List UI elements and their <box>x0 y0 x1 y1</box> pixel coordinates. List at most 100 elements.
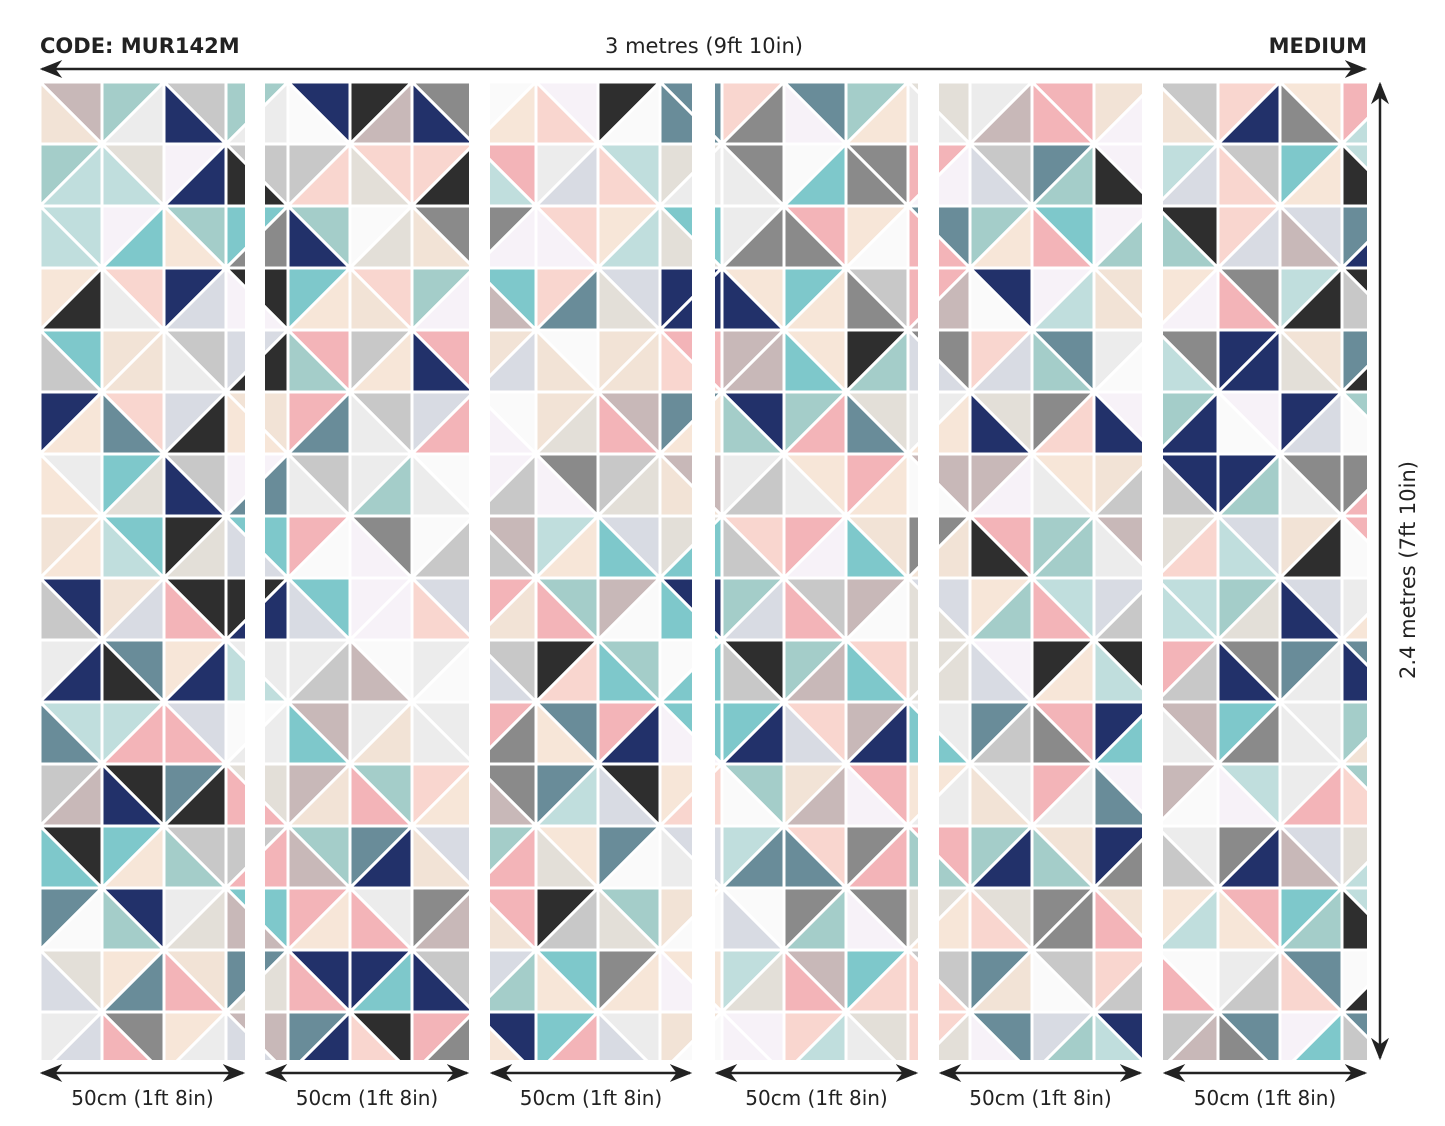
tile-triangle <box>1338 612 1367 642</box>
panel-width-label: 50cm (1ft 8in) <box>519 1086 663 1110</box>
tile-triangle <box>906 514 918 582</box>
tile-triangle <box>1092 1008 1142 1060</box>
wallpaper-panel-6 <box>1163 82 1367 1060</box>
tile-triangle <box>906 450 918 518</box>
tile-triangle <box>224 760 245 828</box>
tile-triangle <box>904 317 918 332</box>
tile-triangle <box>224 636 245 704</box>
tile-triangle <box>939 110 974 146</box>
panel-width-label: 50cm (1ft 8in) <box>969 1086 1112 1110</box>
tile-triangle <box>224 264 245 332</box>
tile-triangle <box>904 193 918 208</box>
tile-triangle <box>939 606 974 642</box>
tile-triangle <box>939 482 974 518</box>
panel-width-label: 50cm (1ft 8in) <box>745 1086 888 1110</box>
tile-triangle <box>1338 736 1367 766</box>
tile-triangle <box>1340 140 1367 208</box>
tile-triangle <box>715 878 726 890</box>
tile-triangle <box>1340 824 1367 892</box>
tile-triangle <box>1340 636 1367 704</box>
tile-triangle <box>906 762 918 830</box>
panel-width-label: 50cm (1ft 8in) <box>295 1086 439 1110</box>
tile-triangle <box>939 358 974 394</box>
tile-triangle <box>222 990 245 1014</box>
tile-triangle <box>1340 388 1367 456</box>
panel-width-label: 50cm (1ft 8in) <box>71 1086 214 1110</box>
tile-triangle <box>844 1008 897 1060</box>
tile-triangle <box>904 689 918 704</box>
tile-triangle <box>265 428 292 456</box>
tile-triangle <box>1340 328 1367 396</box>
tile-triangle <box>222 494 245 518</box>
total-height-label: 2.4 metres (7ft 10in) <box>1396 461 1420 679</box>
tile-triangle <box>715 754 726 766</box>
tile-triangle <box>222 370 245 394</box>
tile-triangle <box>1338 364 1367 394</box>
tile-triangle <box>1338 984 1367 1014</box>
tile-triangle <box>423 1014 469 1060</box>
tile-triangle <box>715 506 726 518</box>
tile-triangle <box>1340 204 1367 272</box>
tile-triangle <box>265 924 292 952</box>
tile-triangle <box>1340 948 1367 1016</box>
tile-triangle <box>904 813 918 828</box>
tile-triangle <box>1338 860 1367 890</box>
tile-triangle <box>224 884 245 952</box>
tile-triangle <box>906 142 918 210</box>
tile-triangle <box>906 202 918 270</box>
tile-triangle <box>490 1025 525 1060</box>
tile-triangle <box>222 122 245 146</box>
wallpaper-panel-5 <box>939 82 1142 1060</box>
tile-triangle <box>224 512 245 580</box>
tile-triangle <box>1340 884 1367 952</box>
tile-triangle <box>715 630 726 642</box>
tile-triangle <box>715 382 726 394</box>
tile-triangle <box>906 1010 918 1060</box>
tile-triangle <box>1340 1008 1367 1060</box>
tile-triangle <box>906 326 918 394</box>
wallpaper-panel-2 <box>265 82 469 1060</box>
size-label: MEDIUM <box>1268 34 1367 58</box>
tile-triangle <box>1338 116 1367 146</box>
wallpaper-panel-3 <box>490 82 692 1060</box>
tile-triangle <box>1216 1008 1269 1060</box>
tile-triangle <box>222 246 245 270</box>
tile-triangle <box>715 1002 726 1014</box>
tile-triangle <box>1340 760 1367 828</box>
tile-triangle <box>348 1008 401 1060</box>
tile-triangle <box>1340 452 1367 520</box>
tile-triangle <box>906 574 918 642</box>
tile-triangle <box>906 822 918 890</box>
tile-triangle <box>968 1008 1021 1060</box>
tile-triangle <box>715 258 726 270</box>
tile-triangle <box>265 676 292 704</box>
tile-triangle <box>906 266 918 334</box>
tile-triangle <box>224 388 245 456</box>
tile-triangle <box>1340 82 1367 148</box>
tile-triangle <box>906 886 918 954</box>
tile-triangle <box>100 1008 153 1060</box>
tile-triangle <box>596 1008 649 1060</box>
tile-triangle <box>906 390 918 458</box>
tile-triangle <box>904 441 918 456</box>
tile-triangle <box>715 134 726 146</box>
tile-triangle <box>906 82 918 146</box>
tile-triangle <box>1340 700 1367 768</box>
wallpaper-panel-1 <box>40 82 245 1060</box>
tile-triangle <box>904 937 918 952</box>
tile-triangle <box>1340 264 1367 332</box>
tile-triangle <box>265 180 292 208</box>
product-code: CODE: MUR142M <box>40 34 240 58</box>
tile-triangle <box>906 638 918 706</box>
tile-triangle <box>1340 576 1367 644</box>
panel-width-label: 50cm (1ft 8in) <box>1193 1086 1337 1110</box>
tile-triangle <box>906 946 918 1014</box>
tile-triangle <box>939 978 974 1014</box>
tile-triangle <box>265 304 292 332</box>
tile-triangle <box>265 1048 277 1060</box>
tile-triangle <box>265 552 292 580</box>
tile-triangle <box>1338 488 1367 518</box>
total-width-label: 3 metres (9ft 10in) <box>605 34 803 58</box>
tile-triangle <box>222 866 245 890</box>
